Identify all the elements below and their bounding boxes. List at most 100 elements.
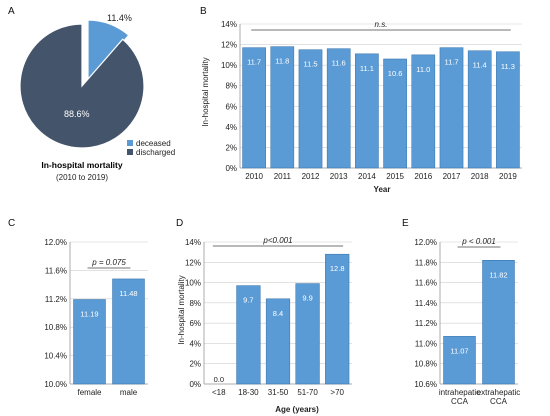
x-tick-label: 2011	[274, 172, 292, 181]
pie-label-deceased: 11.4%	[107, 13, 132, 23]
x-tick-label: 2018	[471, 172, 489, 181]
bar-intrahepatic-CCA	[443, 336, 476, 385]
x-tick-label: male	[120, 388, 138, 397]
bar-value-label: 11.7	[247, 58, 261, 67]
significance-label: n.s.	[375, 20, 388, 29]
pie-subcaption: (2010 to 2019)	[56, 173, 108, 182]
bar-2018	[467, 50, 492, 169]
bar-2012	[298, 49, 323, 169]
bar-chart-b: 0% 2% 4% 6% 8% 10% 12% 14% 11.7 2010 11.8 2011 11.5 2…	[221, 20, 522, 181]
x-tick-label: >70	[330, 388, 344, 397]
significance-label: p<0.001	[262, 236, 292, 245]
bar-value-label: 11.6	[332, 59, 346, 68]
bar-value-label: 11.1	[360, 64, 374, 73]
bar-value-label: 0.0	[214, 375, 224, 384]
y-tick-label: 10.8%	[44, 323, 67, 332]
x-tick-label: 51-70	[297, 388, 318, 397]
bar-value-label: 11.7	[444, 58, 458, 67]
x-tick-label: female	[77, 388, 102, 397]
y-tick-label: 11.6%	[415, 279, 437, 288]
bar->70	[325, 253, 350, 385]
bar-chart-c: 10.0% 10.4% 10.8% 11.2% 11.6% 12.0% 11.19 femal…	[44, 238, 148, 397]
bar-value-label: 11.07	[450, 346, 468, 355]
y-tick-label: 11.4%	[415, 299, 437, 308]
panel-a-letter: A	[8, 6, 15, 17]
legend-swatch-discharged	[127, 149, 133, 155]
x-tick-label: 2019	[499, 172, 517, 181]
y-tick-label: 11.8%	[415, 258, 437, 267]
y-axis-label-b: In-hospital mortality	[201, 57, 210, 126]
x-tick-label: CCA	[490, 397, 508, 406]
y-tick-label: 14%	[221, 20, 237, 29]
y-tick-label: 11.6%	[45, 266, 67, 275]
y-tick-label: 12.0%	[44, 238, 67, 247]
x-tick-label: 31-50	[268, 388, 289, 397]
bar-value-label: 11.5	[303, 60, 317, 69]
y-tick-label: 10.0%	[44, 380, 67, 389]
y-tick-label: 11.2%	[45, 295, 67, 304]
y-tick-label: 4%	[189, 339, 201, 348]
x-tick-label: CCA	[451, 397, 469, 406]
bar-2016	[411, 54, 436, 169]
bar-51-70	[295, 283, 320, 385]
x-tick-label: 2013	[330, 172, 348, 181]
x-tick-label: 2012	[302, 172, 320, 181]
y-tick-label: 11.2%	[415, 319, 437, 328]
y-tick-label: 10.6%	[414, 380, 437, 389]
bar-2010	[242, 47, 266, 169]
bar-extrahepatic-CCA	[482, 260, 515, 385]
pie-chart-a	[19, 19, 145, 149]
bar-value-label: 10.6	[388, 69, 403, 78]
y-tick-label: 8%	[189, 299, 201, 308]
bar-chart-d: 0% 2% 4% 6% 8% 10% 12% 14% 0.0 <18 9.7 18-30 8.4 31-5…	[185, 236, 352, 397]
bar-18-30	[236, 285, 261, 385]
y-tick-label: 12%	[185, 258, 201, 267]
x-tick-label: intrahepatic	[439, 388, 480, 397]
y-tick-label: 14%	[185, 238, 201, 247]
bar-31-50	[265, 298, 291, 385]
y-tick-label: 8%	[225, 82, 237, 91]
y-tick-label: 12%	[221, 41, 237, 50]
bar-value-label: 11.48	[119, 289, 137, 298]
bar-value-label: 11.8	[275, 57, 289, 66]
y-tick-label: 0%	[189, 380, 201, 389]
bar-value-label: 9.7	[243, 296, 253, 305]
bar-female	[73, 299, 106, 385]
bar-value-label: 11.3	[501, 62, 515, 71]
x-tick-label: <18	[212, 388, 226, 397]
bar-value-label: 8.4	[273, 309, 283, 318]
bar-value-label: 11.4	[473, 61, 487, 70]
pie-label-discharged: 88.6%	[64, 109, 90, 119]
panel-d-letter: D	[176, 218, 183, 229]
y-tick-label: 12.0%	[414, 238, 437, 247]
x-tick-label: extrahepatic	[477, 388, 521, 397]
panel-c-letter: C	[8, 218, 15, 229]
x-tick-label: 2014	[358, 172, 376, 181]
x-axis-label-b: Year	[374, 185, 391, 194]
y-tick-label: 2%	[225, 143, 237, 152]
bar-2011	[270, 46, 295, 169]
x-tick-label: 18-30	[238, 388, 259, 397]
bar-value-label: 11.82	[489, 270, 507, 279]
y-tick-label: 10.8%	[414, 360, 437, 369]
bar-2017	[439, 47, 464, 169]
bar-value-label: 9.9	[302, 294, 312, 303]
x-tick-label: 2016	[414, 172, 432, 181]
y-tick-label: 2%	[189, 360, 201, 369]
x-tick-label: 2017	[443, 172, 461, 181]
x-axis-label-d: Age (years)	[275, 405, 319, 414]
panel-b-letter: B	[200, 6, 207, 17]
panel-e-letter: E	[402, 218, 409, 229]
significance-label: p < 0.001	[461, 237, 496, 246]
y-tick-label: 10.4%	[44, 352, 67, 361]
bar-chart-e: 10.6% 10.8% 11.0% 11.2% 11.4% 11.6% 11.8% 12.0%…	[414, 237, 520, 406]
y-tick-label: 11.0%	[415, 339, 437, 348]
y-tick-label: 4%	[225, 123, 237, 132]
pie-slice-discharged	[19, 23, 145, 149]
bar-value-label: 11.19	[80, 310, 98, 319]
y-tick-label: 6%	[189, 319, 201, 328]
legend-label-deceased: deceased	[136, 139, 171, 148]
bar-2013	[326, 48, 351, 169]
bar-male	[112, 278, 145, 385]
